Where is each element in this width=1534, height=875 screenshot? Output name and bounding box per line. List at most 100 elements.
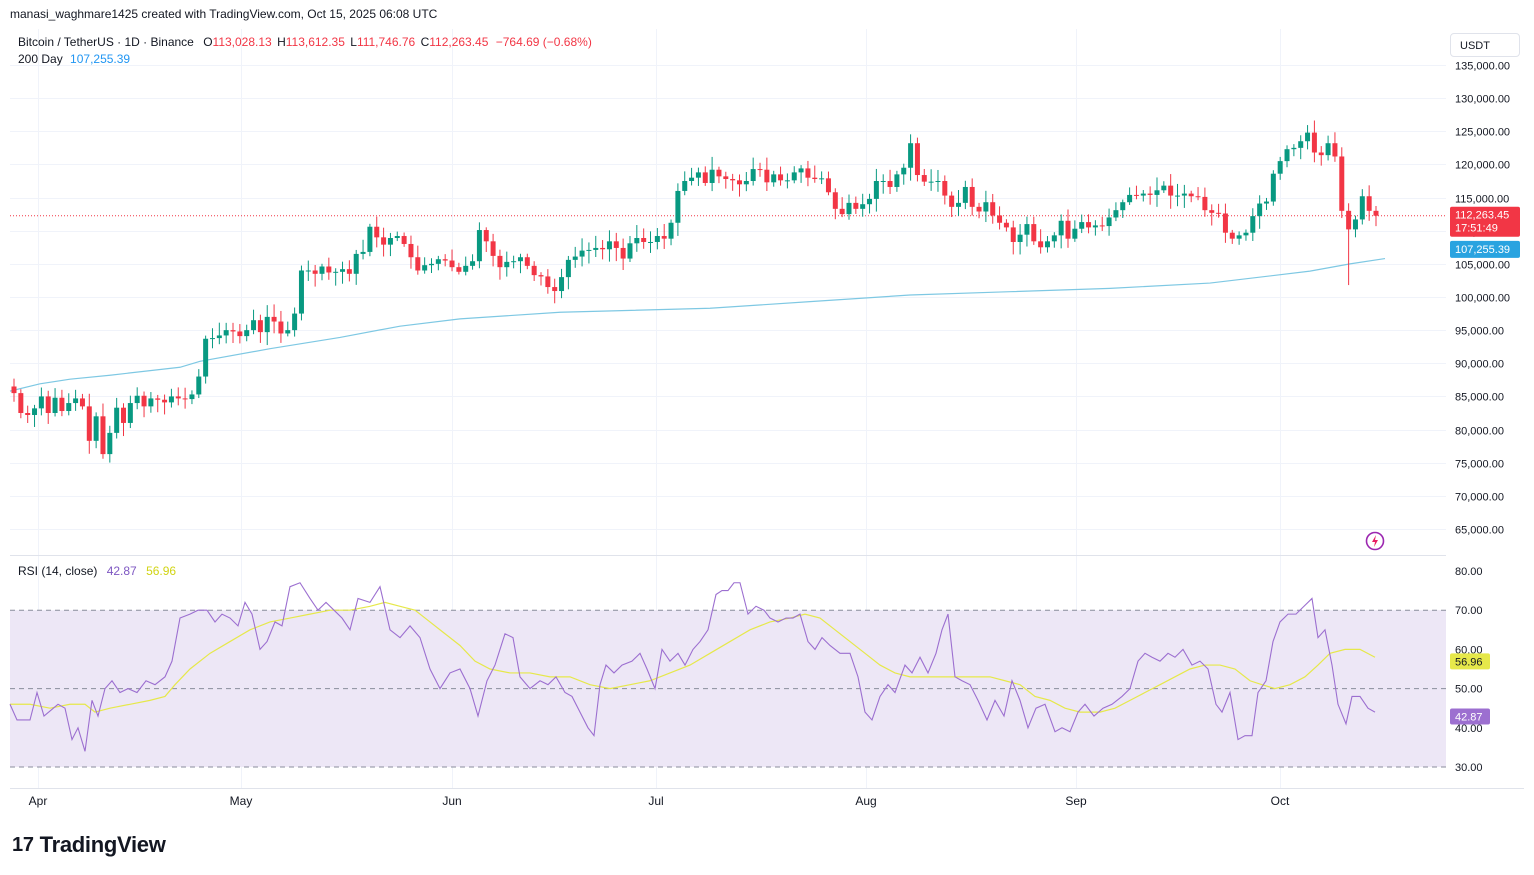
candle-body[interactable] — [196, 376, 202, 395]
candle-body[interactable] — [969, 186, 975, 207]
candle-body[interactable] — [1065, 220, 1071, 239]
candle-body[interactable] — [422, 265, 428, 271]
candle-body[interactable] — [182, 398, 188, 400]
candle-body[interactable] — [928, 181, 934, 183]
candle-body[interactable] — [1051, 235, 1057, 242]
candle-body[interactable] — [162, 399, 168, 403]
currency-selector[interactable]: USDT — [1450, 33, 1520, 57]
candle-body[interactable] — [394, 236, 400, 239]
candle-body[interactable] — [1024, 224, 1030, 235]
candle-body[interactable] — [1086, 222, 1092, 228]
candle-body[interactable] — [428, 263, 434, 266]
candle-body[interactable] — [11, 386, 17, 394]
candle-body[interactable] — [353, 253, 359, 274]
candle-body[interactable] — [1154, 190, 1160, 195]
candle-body[interactable] — [1003, 222, 1009, 228]
candle-body[interactable] — [942, 181, 948, 196]
candle-body[interactable] — [1229, 232, 1235, 239]
candle-body[interactable] — [237, 331, 243, 337]
candle-body[interactable] — [1325, 143, 1331, 156]
candle-body[interactable] — [949, 195, 955, 207]
candle-body[interactable] — [1339, 156, 1345, 211]
candle-body[interactable] — [593, 247, 599, 250]
candle-body[interactable] — [689, 177, 695, 181]
candle-body[interactable] — [251, 320, 257, 331]
candle-body[interactable] — [668, 222, 674, 239]
candle-body[interactable] — [1202, 196, 1208, 211]
candle-body[interactable] — [1079, 222, 1085, 229]
candle-body[interactable] — [449, 260, 455, 268]
candle-body[interactable] — [442, 259, 448, 261]
candle-body[interactable] — [606, 241, 612, 250]
candle-body[interactable] — [531, 265, 537, 276]
candle-body[interactable] — [511, 261, 517, 263]
candle-body[interactable] — [1031, 224, 1037, 242]
candle-body[interactable] — [962, 186, 968, 203]
candle-body[interactable] — [1373, 210, 1379, 216]
candle-body[interactable] — [1044, 241, 1050, 248]
candle-body[interactable] — [312, 270, 318, 274]
candle-body[interactable] — [538, 275, 544, 277]
candle-body[interactable] — [209, 338, 215, 340]
candle-body[interactable] — [244, 330, 250, 337]
candle-body[interactable] — [1161, 185, 1167, 191]
candle-body[interactable] — [278, 321, 284, 334]
candle-body[interactable] — [1106, 217, 1112, 227]
candle-body[interactable] — [107, 432, 113, 455]
candle-body[interactable] — [1188, 193, 1194, 197]
candle-body[interactable] — [798, 168, 804, 173]
candle-body[interactable] — [695, 172, 701, 178]
candle-body[interactable] — [1305, 132, 1311, 142]
candle-body[interactable] — [408, 243, 414, 258]
candle-body[interactable] — [832, 192, 838, 209]
candle-body[interactable] — [1332, 143, 1338, 157]
candle-body[interactable] — [374, 226, 380, 238]
candle-body[interactable] — [298, 270, 304, 314]
candle-body[interactable] — [155, 398, 161, 400]
candle-body[interactable] — [1209, 210, 1215, 213]
candle-body[interactable] — [778, 174, 784, 181]
candle-body[interactable] — [59, 397, 65, 412]
candle-body[interactable] — [79, 398, 85, 407]
symbol-name[interactable]: Bitcoin / TetherUS · 1D · Binance — [18, 35, 194, 49]
candle-body[interactable] — [730, 179, 736, 181]
candle-body[interactable] — [784, 180, 790, 182]
candle-body[interactable] — [812, 177, 818, 180]
candle-body[interactable] — [223, 330, 229, 336]
candle-body[interactable] — [1284, 149, 1290, 162]
candle-body[interactable] — [661, 236, 667, 239]
candle-body[interactable] — [880, 181, 886, 182]
candle-body[interactable] — [1017, 234, 1023, 242]
candle-body[interactable] — [18, 393, 24, 413]
candle-body[interactable] — [1038, 241, 1044, 248]
candle-body[interactable] — [976, 206, 982, 212]
candle-body[interactable] — [66, 403, 72, 412]
candle-body[interactable] — [873, 181, 879, 199]
candle-body[interactable] — [1243, 232, 1249, 236]
candle-body[interactable] — [121, 407, 127, 423]
candle-body[interactable] — [552, 287, 558, 292]
candle-body[interactable] — [1311, 132, 1317, 153]
candle-body[interactable] — [901, 167, 907, 175]
candle-body[interactable] — [908, 143, 914, 168]
candle-body[interactable] — [682, 181, 688, 191]
candle-body[interactable] — [764, 169, 770, 183]
candle-body[interactable] — [736, 180, 742, 185]
candle-body[interactable] — [1352, 219, 1358, 230]
candle-body[interactable] — [1216, 212, 1222, 214]
candle-body[interactable] — [867, 198, 873, 205]
candle-body[interactable] — [1359, 196, 1365, 220]
candle-body[interactable] — [853, 202, 859, 209]
candle-body[interactable] — [1010, 227, 1016, 242]
candle-body[interactable] — [476, 230, 482, 262]
candle-body[interactable] — [1257, 203, 1263, 217]
candle-body[interactable] — [613, 241, 619, 248]
candle-body[interactable] — [264, 316, 270, 333]
candle-body[interactable] — [230, 330, 236, 332]
candle-body[interactable] — [723, 176, 729, 180]
candle-body[interactable] — [579, 250, 585, 257]
candle-body[interactable] — [771, 174, 777, 183]
candle-body[interactable] — [935, 181, 941, 182]
candle-body[interactable] — [257, 320, 263, 333]
